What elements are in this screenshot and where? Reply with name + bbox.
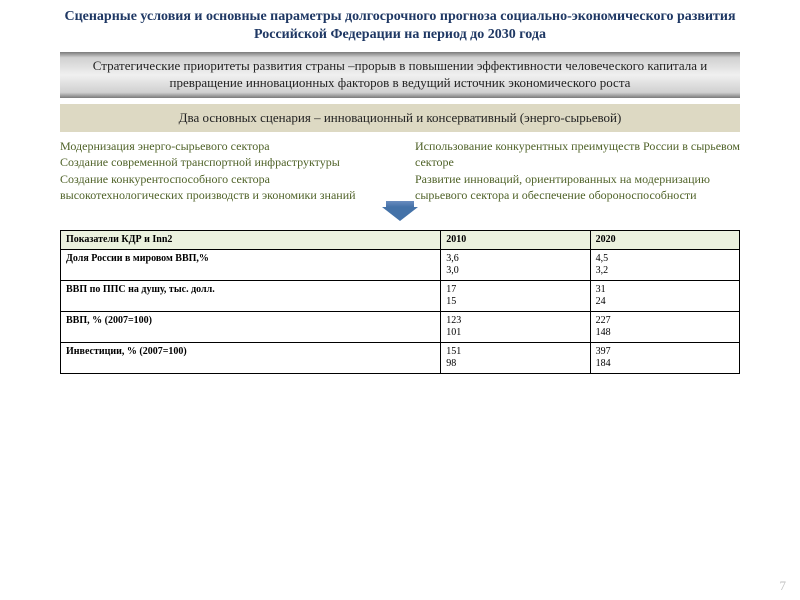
col-header-2020: 2020	[590, 230, 739, 249]
banner-strategic-priorities: Стратегические приоритеты развития стран…	[60, 52, 740, 98]
page-title: Сценарные условия и основные параметры д…	[0, 0, 800, 48]
col-header-2010: 2010	[441, 230, 590, 249]
table-row: ВВП, % (2007=100)123101227148	[61, 311, 740, 342]
table-row: Доля России в мировом ВВП,%3,63,04,53,2	[61, 249, 740, 280]
scenario-left: Модернизация энерго-сырьевого сектораСоз…	[60, 138, 385, 203]
table-row: Инвестиции, % (2007=100)15198397184	[61, 342, 740, 373]
arrow-down-wrap	[0, 207, 800, 226]
scenario-right: Использование конкурентных преимуществ Р…	[415, 138, 740, 203]
value-2010: 15198	[441, 342, 590, 373]
value-2020: 227148	[590, 311, 739, 342]
table-header-row: Показатели КДР и Inn2 2010 2020	[61, 230, 740, 249]
arrow-down-icon	[382, 207, 418, 221]
value-2020: 3124	[590, 280, 739, 311]
indicator-cell: Доля России в мировом ВВП,%	[61, 249, 441, 280]
indicators-table: Показатели КДР и Inn2 2010 2020 Доля Рос…	[60, 230, 740, 374]
value-2010: 123101	[441, 311, 590, 342]
banner-two-scenarios: Два основных сценария – инновационный и …	[60, 104, 740, 132]
indicator-cell: Инвестиции, % (2007=100)	[61, 342, 441, 373]
scenario-columns: Модернизация энерго-сырьевого сектораСоз…	[60, 138, 740, 203]
indicator-cell: ВВП по ППС на душу, тыс. долл.	[61, 280, 441, 311]
table-body: Доля России в мировом ВВП,%3,63,04,53,2В…	[61, 249, 740, 373]
value-2010: 1715	[441, 280, 590, 311]
table-row: ВВП по ППС на душу, тыс. долл.17153124	[61, 280, 740, 311]
indicator-cell: ВВП, % (2007=100)	[61, 311, 441, 342]
value-2010: 3,63,0	[441, 249, 590, 280]
page-number: 7	[780, 578, 787, 594]
value-2020: 4,53,2	[590, 249, 739, 280]
value-2020: 397184	[590, 342, 739, 373]
col-header-indicator: Показатели КДР и Inn2	[61, 230, 441, 249]
